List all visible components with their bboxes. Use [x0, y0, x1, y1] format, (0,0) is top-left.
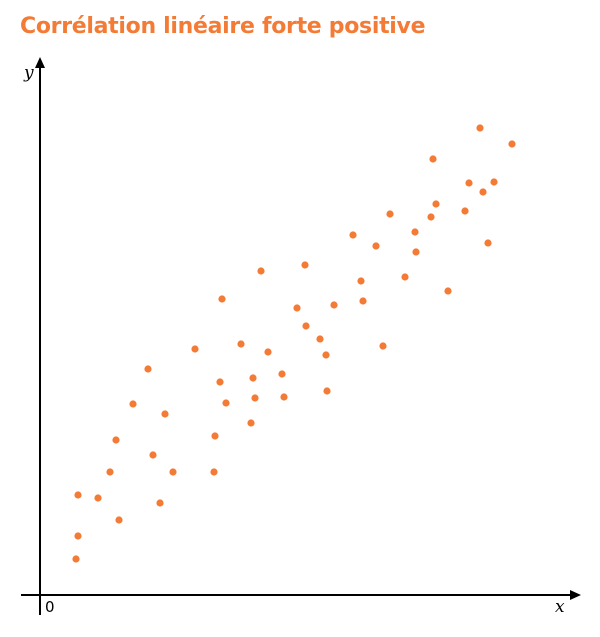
- y-axis-arrow-icon: [35, 57, 45, 68]
- data-point: [476, 124, 484, 132]
- origin-label: 0: [45, 598, 55, 616]
- chart-title: Corrélation linéaire forte positive: [20, 14, 426, 39]
- data-point: [444, 287, 452, 295]
- data-point: [222, 399, 230, 407]
- data-point: [74, 532, 82, 540]
- data-points: [72, 124, 516, 563]
- data-point: [479, 188, 487, 196]
- data-point: [169, 468, 177, 476]
- data-point: [372, 242, 380, 250]
- data-point: [508, 140, 516, 148]
- data-point: [316, 335, 324, 343]
- data-point: [191, 345, 199, 353]
- data-point: [379, 342, 387, 350]
- data-point: [112, 436, 120, 444]
- data-point: [465, 179, 473, 187]
- y-axis-label: y: [23, 63, 34, 83]
- data-point: [323, 387, 331, 395]
- data-point: [74, 491, 82, 499]
- data-point: [161, 410, 169, 418]
- data-point: [357, 277, 365, 285]
- data-point: [322, 351, 330, 359]
- data-point: [144, 365, 152, 373]
- data-point: [427, 213, 435, 221]
- data-point: [247, 419, 255, 427]
- data-point: [349, 231, 357, 239]
- data-point: [237, 340, 245, 348]
- data-point: [359, 297, 367, 305]
- data-point: [149, 451, 157, 459]
- data-point: [106, 468, 114, 476]
- data-point: [72, 555, 80, 563]
- data-point: [401, 273, 409, 281]
- data-point: [278, 370, 286, 378]
- data-point: [412, 248, 420, 256]
- data-point: [484, 239, 492, 247]
- axes: [21, 57, 581, 615]
- data-point: [490, 178, 498, 186]
- data-point: [280, 393, 288, 401]
- data-point: [216, 378, 224, 386]
- data-point: [257, 267, 265, 275]
- data-point: [301, 261, 309, 269]
- data-point: [115, 516, 123, 524]
- data-point: [429, 155, 437, 163]
- data-point: [386, 210, 394, 218]
- data-point: [251, 394, 259, 402]
- data-point: [330, 301, 338, 309]
- data-point: [461, 207, 469, 215]
- data-point: [94, 494, 102, 502]
- x-axis-label: x: [555, 597, 565, 617]
- data-point: [249, 374, 257, 382]
- data-point: [218, 295, 226, 303]
- data-point: [211, 432, 219, 440]
- data-point: [129, 400, 137, 408]
- data-point: [432, 200, 440, 208]
- data-point: [210, 468, 218, 476]
- data-point: [302, 322, 310, 330]
- data-point: [264, 348, 272, 356]
- data-point: [156, 499, 164, 507]
- data-point: [411, 228, 419, 236]
- x-axis-arrow-icon: [570, 590, 581, 600]
- data-point: [293, 304, 301, 312]
